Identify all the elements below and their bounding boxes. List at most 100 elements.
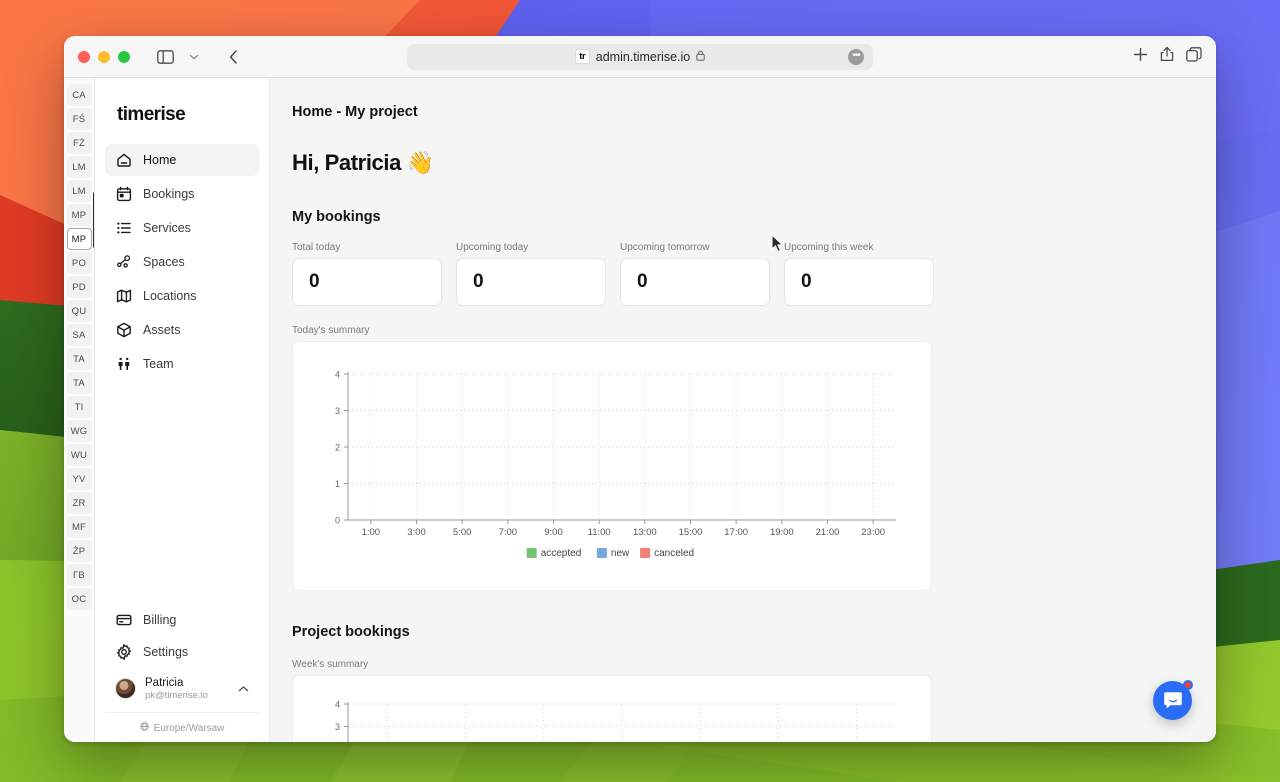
sidebar-item-spaces[interactable]: Spaces <box>105 246 259 278</box>
minimize-window-button[interactable] <box>98 50 110 63</box>
vertical-tab-16[interactable]: YV <box>66 468 92 490</box>
toolbar-right-buttons <box>1133 46 1202 67</box>
svg-text:accepted: accepted <box>541 548 582 559</box>
calendar-icon <box>115 186 132 203</box>
sidebar-item-home[interactable]: Home <box>105 144 259 176</box>
profile-email: pk@timerise.io <box>145 690 208 702</box>
ellipsis-icon[interactable]: ••• <box>848 48 864 65</box>
sidebar-item-label: Locations <box>143 289 197 303</box>
sidebar-item-label: Assets <box>143 323 181 337</box>
vertical-tab-17[interactable]: ZR <box>66 492 92 514</box>
share-icon[interactable] <box>1160 46 1174 67</box>
svg-text:15:00: 15:00 <box>679 527 703 538</box>
vertical-tab-strip[interactable]: CA FŚ FŻ LM LM MP MP PO PD QU SA TA TA TI WG WU YV ZR MF ŻP… <box>64 78 95 742</box>
browser-toolbar: tr admin.timerise.io ••• <box>64 36 1216 78</box>
sidebar-nav: Home Bookings <box>105 144 259 380</box>
svg-text:1:00: 1:00 <box>362 527 381 538</box>
stat-value: 0 <box>784 258 934 306</box>
vertical-tab-8[interactable]: PD <box>66 276 92 298</box>
vertical-tab-3[interactable]: LM <box>66 156 92 178</box>
svg-text:5:00: 5:00 <box>453 527 472 538</box>
browser-window: tr admin.timerise.io ••• <box>64 36 1216 742</box>
chat-bubble-icon[interactable] <box>1153 680 1193 720</box>
brand-logo[interactable]: timerise <box>117 104 186 125</box>
timezone-label: Europe/Warsaw <box>153 722 225 734</box>
svg-text:new: new <box>611 548 630 559</box>
profile-name: Patricia <box>145 676 184 689</box>
plus-icon[interactable] <box>1133 47 1148 67</box>
tabs-icon[interactable] <box>1186 46 1202 67</box>
sidebar-item-label: Services <box>143 221 191 235</box>
stat-card-upcoming-today[interactable]: Upcoming today 0 <box>456 242 606 306</box>
close-window-button[interactable] <box>78 50 90 63</box>
stat-card-total-today[interactable]: Total today 0 <box>292 242 442 306</box>
vertical-tab-20[interactable]: ГВ <box>66 564 92 586</box>
svg-text:23:00: 23:00 <box>861 527 885 538</box>
address-bar[interactable]: tr admin.timerise.io ••• <box>407 43 873 70</box>
tab-strip-scrollbar[interactable] <box>93 192 94 248</box>
maximize-window-button[interactable] <box>118 50 130 63</box>
svg-text:13:00: 13:00 <box>633 527 657 538</box>
map-icon <box>115 288 132 305</box>
vertical-tab-9[interactable]: QU <box>66 300 92 322</box>
sidebar-item-services[interactable]: Services <box>105 212 259 244</box>
vertical-tab-14[interactable]: WG <box>66 420 92 442</box>
sidebar-item-locations[interactable]: Locations <box>105 280 259 312</box>
vertical-tab-0[interactable]: CA <box>66 84 92 106</box>
svg-text:9:00: 9:00 <box>544 527 563 538</box>
profile-text: Patricia pk@timerise.io <box>145 676 208 702</box>
vertical-tab-1[interactable]: FŚ <box>66 108 92 130</box>
svg-text:3:00: 3:00 <box>407 527 426 538</box>
home-icon <box>115 152 132 169</box>
chat-unread-badge <box>1183 680 1193 690</box>
stat-card-upcoming-this-week[interactable]: Upcoming this week 0 <box>784 242 934 306</box>
vertical-tab-18[interactable]: MF <box>66 516 92 538</box>
sidebar-icon[interactable] <box>152 45 178 69</box>
vertical-tab-6[interactable]: MP <box>66 228 92 250</box>
vertical-tab-12[interactable]: TA <box>66 372 92 394</box>
vertical-tab-5[interactable]: MP <box>66 204 92 226</box>
sidebar-item-label: Billing <box>143 612 177 627</box>
chevron-down-icon[interactable] <box>181 45 207 69</box>
sidebar-item-label: Spaces <box>143 255 185 269</box>
sidebar-item-team[interactable]: Team <box>105 348 259 380</box>
vertical-tab-21[interactable]: OC <box>66 588 92 610</box>
profile-menu-button[interactable]: Patricia pk@timerise.io <box>105 668 259 712</box>
lock-icon <box>696 50 705 64</box>
sidebar-item-assets[interactable]: Assets <box>105 314 259 346</box>
globe-icon <box>139 722 149 734</box>
window-body: CA FŚ FŻ LM LM MP MP PO PD QU SA TA TA TI WG WU YV ZR MF ŻP… <box>64 78 1216 742</box>
sidebar-item-bookings[interactable]: Bookings <box>105 178 259 210</box>
svg-text:4: 4 <box>335 370 340 380</box>
sidebar-bottom: Billing Settings Patricia pk@ <box>105 604 259 742</box>
vertical-tab-2[interactable]: FŻ <box>66 132 92 154</box>
vertical-tab-13[interactable]: TI <box>66 396 92 418</box>
box-icon <box>115 322 132 339</box>
stat-value: 0 <box>292 258 442 306</box>
my-bookings-heading: My bookings <box>292 209 381 225</box>
stats-row: Total today 0 Upcoming today 0 Upcoming … <box>292 242 1216 306</box>
vertical-tab-10[interactable]: SA <box>66 324 92 346</box>
sidebar-item-billing[interactable]: Billing <box>105 604 259 636</box>
svg-text:1: 1 <box>335 479 340 489</box>
vertical-tab-4[interactable]: LM <box>66 180 92 202</box>
stat-card-upcoming-tomorrow[interactable]: Upcoming tomorrow 0 <box>620 242 770 306</box>
vertical-tab-7[interactable]: PO <box>66 252 92 274</box>
svg-text:0: 0 <box>335 516 340 526</box>
vertical-tab-15[interactable]: WU <box>66 444 92 466</box>
chevron-up-icon[interactable] <box>238 680 249 698</box>
timezone-indicator: Europe/Warsaw <box>105 712 259 734</box>
vertical-tab-11[interactable]: TA <box>66 348 92 370</box>
sidebar-item-settings[interactable]: Settings <box>105 636 259 668</box>
today-summary-chart[interactable]: 0 1 2 3 4 1:00 3:00 5:00 7:00 9:00 11:00 13:00 15:00… <box>292 341 932 591</box>
main-content: Home - My project Hi, Patricia 👋 My book… <box>270 78 1216 742</box>
vertical-tab-19[interactable]: ŻP <box>66 540 92 562</box>
back-button[interactable] <box>220 45 246 69</box>
window-controls <box>78 50 130 63</box>
breadcrumb: Home - My project <box>292 104 418 120</box>
avatar <box>115 678 136 700</box>
nodes-icon <box>115 254 132 271</box>
site-favicon: tr <box>574 49 590 64</box>
